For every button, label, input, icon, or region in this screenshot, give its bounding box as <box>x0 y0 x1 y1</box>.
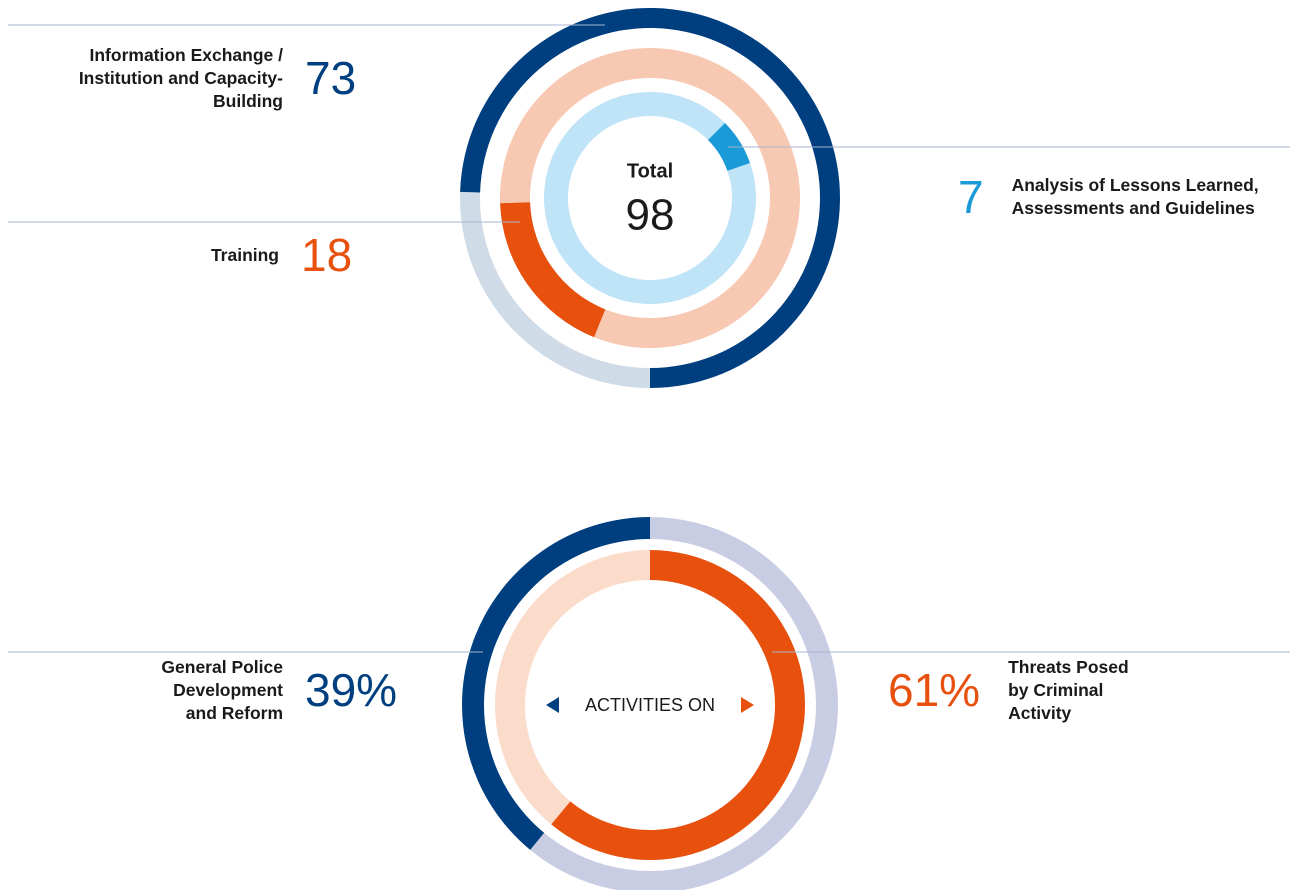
center-total: 98 <box>626 191 675 240</box>
series-value: 39% <box>305 664 398 716</box>
series-value: 73 <box>305 52 357 104</box>
series-name: Threats Posed by Criminal Activity <box>1008 656 1129 723</box>
ring-track <box>530 517 838 890</box>
ring-segment <box>462 517 650 850</box>
series-name: General Police Development and Reform <box>161 656 283 723</box>
series-name: Training <box>210 244 279 265</box>
ring-track <box>495 550 650 825</box>
series-label: 7 Analysis of Lessons Learned, Assessment… <box>958 127 1267 267</box>
series-value: 61% <box>888 664 981 716</box>
center-label: Total <box>627 160 673 182</box>
center-label: ACTIVITIES ON <box>585 695 715 715</box>
ring-track <box>460 191 650 388</box>
series-name: Information Exchange / Institution and C… <box>78 44 283 111</box>
series-label: Training 18 <box>79 185 352 325</box>
donut-chart: ACTIVITIES ON <box>8 517 1290 890</box>
arrow-right <box>741 697 754 713</box>
series-label: General Police Development and Reform 39% <box>143 620 397 760</box>
ring-segment <box>500 202 606 338</box>
series-label: Information Exchange / Institution and C… <box>21 8 356 148</box>
ring-segment <box>551 550 806 860</box>
series-value: 18 <box>301 229 353 281</box>
donut-chart: Total 98 <box>8 8 1290 389</box>
series-value: 7 <box>958 171 984 223</box>
arrow-left <box>546 697 559 713</box>
series-name: Analysis of Lessons Learned, Assessments… <box>1011 175 1259 218</box>
series-label: 61% Threats Posed by Criminal Activity <box>888 620 1138 760</box>
